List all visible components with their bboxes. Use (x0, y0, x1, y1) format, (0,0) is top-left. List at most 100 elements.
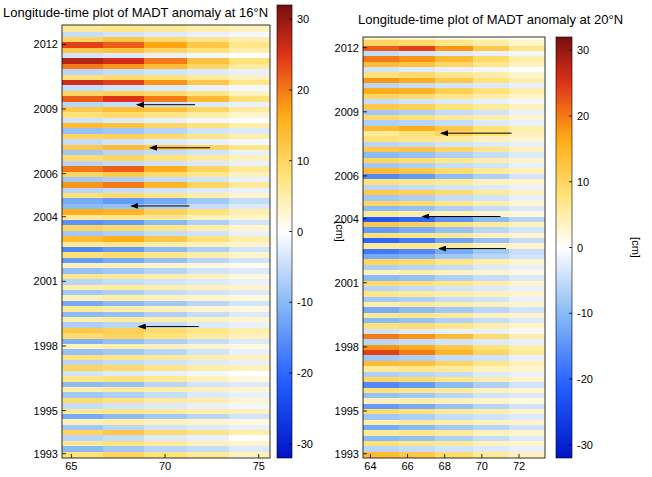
heatmap-cell (509, 163, 545, 169)
heatmap-cell (103, 25, 145, 32)
heatmap-cell (187, 370, 230, 376)
heatmap-cell (229, 273, 270, 279)
colorbar-tick-label: -10 (577, 307, 593, 319)
y-tick-label: 1998 (34, 340, 58, 352)
heatmap-cell (62, 133, 104, 139)
heatmap-cell (435, 264, 473, 270)
heatmap-cell (229, 63, 270, 69)
heatmap-cell (509, 227, 545, 233)
heatmap-cell (62, 101, 104, 107)
heatmap-cell (363, 243, 400, 249)
heatmap-cell (103, 333, 145, 339)
heatmap-cell (509, 56, 545, 62)
heatmap-cell (399, 440, 436, 446)
heatmap-cell (103, 419, 145, 425)
heatmap-cell (62, 268, 104, 274)
heatmap-cell (473, 211, 510, 217)
heatmap-cell (144, 101, 187, 107)
heatmap-cell (435, 45, 473, 51)
heatmap-cell (363, 237, 400, 243)
heatmap-cell (473, 317, 510, 323)
heatmap-cell (363, 253, 400, 259)
heatmap-cell (144, 241, 187, 247)
panel: 65707519931995199820012004200620092012Lo… (3, 5, 346, 472)
y-tick (363, 175, 367, 176)
heatmap-cell (363, 366, 400, 372)
heatmap-cell (399, 403, 436, 409)
heatmap-cell (473, 435, 510, 441)
heatmap-cell (473, 301, 510, 307)
heatmap-cell (363, 264, 400, 270)
heatmap-cell (103, 42, 145, 48)
heatmap-cell (62, 139, 104, 145)
colorbar-tick (569, 444, 572, 445)
plot-frame (363, 37, 545, 458)
heatmap-cell (144, 198, 187, 204)
heatmap-cell (399, 285, 436, 291)
heatmap-cell (363, 130, 400, 136)
heatmap-cells (62, 25, 270, 458)
heatmap-cell (144, 79, 187, 85)
colorbar-tick (569, 379, 572, 380)
heatmap-cell (363, 136, 400, 142)
heatmap-cell (435, 211, 473, 217)
heatmap-cell (363, 37, 400, 40)
heatmap-cells (363, 37, 545, 458)
heatmap-cell (435, 253, 473, 259)
heatmap-cell (435, 61, 473, 67)
heatmap-cell (103, 128, 145, 134)
heatmap-cell (363, 189, 400, 195)
heatmap-cell (509, 355, 545, 361)
heatmap-cell (103, 214, 145, 220)
heatmap-cell (435, 317, 473, 323)
heatmap-cell (399, 269, 436, 275)
colorbar-tick-label: -20 (297, 367, 313, 379)
heatmap-cell (363, 446, 400, 452)
heatmap-cell (187, 241, 230, 247)
heatmap-cell (509, 141, 545, 147)
heatmap-cell (509, 344, 545, 350)
heatmap-cell (399, 114, 436, 120)
heatmap-cell (62, 36, 104, 42)
heatmap-cell (229, 36, 270, 42)
heatmap-cell (187, 36, 230, 42)
heatmap-cell (509, 184, 545, 190)
heatmap-cell (363, 205, 400, 211)
heatmap-cell (187, 419, 230, 425)
heatmap-cell (187, 52, 230, 58)
heatmap-cell (473, 221, 510, 227)
heatmap-cell (229, 149, 270, 155)
y-tick-label: 1993 (34, 448, 58, 460)
heatmap-cell (363, 317, 400, 323)
heatmap-cell (473, 61, 510, 67)
heatmap-cell (399, 50, 436, 56)
heatmap-cell (62, 74, 104, 80)
heatmap-cell (144, 36, 187, 42)
heatmap-cell (103, 349, 145, 355)
heatmap-cell (435, 163, 473, 169)
heatmap-cell (62, 392, 104, 398)
heatmap-cell (229, 192, 270, 198)
heatmap-cell (363, 301, 400, 307)
y-tick-label: 2006 (335, 170, 359, 182)
heatmap-cell (435, 104, 473, 110)
x-tick (519, 454, 520, 458)
heatmap-cell (62, 69, 104, 75)
heatmap-cell (187, 106, 230, 112)
heatmap-cell (187, 279, 230, 285)
heatmap-cell (509, 237, 545, 243)
heatmap-cell (509, 323, 545, 329)
heatmap-cell (187, 257, 230, 263)
heatmap-cell (144, 139, 187, 145)
heatmap-cell (187, 101, 230, 107)
heatmap-cell (62, 25, 104, 32)
heatmap-cell (399, 168, 436, 174)
heatmap-cell (363, 430, 400, 436)
x-tick (258, 454, 259, 458)
heatmap-cell (363, 414, 400, 420)
heatmap-cell (363, 45, 400, 51)
heatmap-cell (62, 122, 104, 128)
heatmap-cell (435, 435, 473, 441)
heatmap-cell (187, 284, 230, 290)
heatmap-cell (229, 209, 270, 215)
